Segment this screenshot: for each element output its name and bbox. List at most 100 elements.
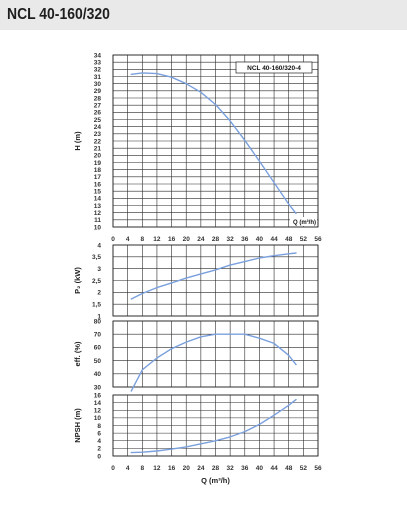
y-tick-label: 60 [94, 345, 102, 352]
x-tick-label: 36 [241, 465, 249, 472]
y-tick-label: 40 [94, 371, 102, 378]
x-tick-label: 40 [256, 236, 264, 243]
x-tick-label: 32 [227, 236, 235, 243]
x-tick-label: 52 [300, 465, 308, 472]
x-tick-label: 48 [285, 236, 293, 243]
y-tick-label: 2 [97, 446, 101, 453]
plot-frame [112, 244, 319, 317]
plot-frame [112, 320, 319, 388]
y-tick-label: 4 [97, 438, 101, 445]
y-tick-label: 16 [94, 181, 102, 188]
y-tick-label: 17 [94, 174, 102, 181]
y-tick-label: 2 [97, 290, 101, 297]
x-tick-label: 56 [314, 236, 322, 243]
x-tick-label: 48 [285, 465, 293, 472]
y-tick-label: 22 [94, 138, 102, 145]
x-tick-label: 20 [183, 465, 191, 472]
x-tick-label: 44 [270, 236, 278, 243]
npsh-curve [130, 398, 297, 454]
y-axis-title: H (m) [73, 131, 82, 151]
y-tick-label: 20 [94, 153, 102, 160]
power-curve [130, 252, 297, 300]
legend-label: NCL 40-160/320-4 [247, 65, 301, 72]
x-tick-label: 4 [126, 465, 130, 472]
y-tick-label: 25 [94, 117, 102, 124]
y-tick-label: 50 [94, 358, 102, 365]
x-tick-label: 12 [153, 465, 161, 472]
y-tick-label: 1 [97, 313, 101, 320]
y-tick-label: 8 [97, 423, 101, 430]
x-tick-label: 0 [111, 236, 115, 243]
unit-label-bg [290, 217, 317, 226]
y-tick-label: 70 [94, 332, 102, 339]
x-tick-label: 12 [153, 236, 161, 243]
x-tick-label: 8 [140, 236, 144, 243]
y-tick-label: 21 [94, 145, 102, 152]
y-tick-label: 6 [97, 430, 101, 437]
x-tick-label: 32 [227, 465, 235, 472]
plot-frame [112, 394, 319, 457]
y-axis-title: P₂ (kW) [73, 267, 82, 294]
head-panel: 1011121314151617181920212223242526272829… [73, 52, 322, 243]
x-tick-label: 28 [212, 465, 220, 472]
y-tick-label: 34 [94, 52, 102, 59]
x-tick-label: 16 [168, 465, 176, 472]
head-curve [130, 72, 297, 215]
y-tick-label: 4 [97, 242, 101, 249]
y-tick-label: 11 [94, 217, 101, 224]
y-tick-label: 26 [94, 110, 102, 117]
legend-box [235, 61, 313, 74]
x-tick-label: 56 [314, 465, 322, 472]
efficiency-panel: 30 40 50 60 70 80 eff. (%) [73, 318, 319, 392]
unit-label: Q (m³/h) [293, 219, 316, 226]
y-tick-label: 0 [97, 453, 101, 460]
y-tick-label: 14 [94, 196, 102, 203]
y-tick-label: 30 [94, 384, 102, 391]
y-tick-label: 16 [94, 392, 102, 399]
y-tick-label: 24 [94, 124, 102, 131]
y-tick-label: 1,5 [92, 301, 101, 308]
x-tick-label: 36 [241, 236, 249, 243]
y-tick-label: 3,5 [92, 254, 101, 261]
y-tick-label: 19 [94, 160, 102, 167]
x-tick-label: 20 [183, 236, 191, 243]
efficiency-curve [130, 333, 297, 392]
x-tick-label: 40 [256, 465, 264, 472]
page-title: NCL 40-160/320 [7, 6, 110, 23]
power-panel: 1 1,5 2 2,5 3 3,5 4 P₂ (kW) [73, 242, 319, 320]
y-tick-label: 2,5 [92, 278, 101, 285]
y-tick-label: 33 [94, 59, 102, 66]
x-axis-title: Q (m³/h) [201, 476, 230, 485]
y-tick-label: 3 [97, 266, 101, 273]
y-tick-label: 27 [94, 102, 102, 109]
plot-frame [112, 54, 319, 228]
y-tick-label: 10 [94, 224, 102, 231]
x-tick-label: 24 [197, 236, 205, 243]
y-tick-label: 15 [94, 188, 102, 195]
y-tick-label: 10 [94, 415, 102, 422]
x-tick-label: 52 [300, 236, 308, 243]
x-tick-label: 16 [168, 236, 176, 243]
x-tick-label: 24 [197, 465, 205, 472]
x-tick-label: 44 [270, 465, 278, 472]
y-tick-label: 14 [94, 400, 102, 407]
y-tick-label: 23 [94, 131, 102, 138]
y-axis-title: eff. (%) [73, 341, 82, 367]
y-tick-label: 30 [94, 81, 102, 88]
y-tick-label: 32 [94, 67, 102, 74]
y-tick-label: 12 [94, 408, 102, 415]
x-tick-label: 28 [212, 236, 220, 243]
y-tick-label: 80 [94, 318, 102, 325]
y-tick-label: 12 [94, 210, 102, 217]
y-tick-label: 28 [94, 95, 102, 102]
x-tick-label: 4 [126, 236, 130, 243]
y-tick-label: 18 [94, 167, 102, 174]
x-tick-label: 0 [111, 465, 115, 472]
x-tick-label: 8 [140, 465, 144, 472]
y-tick-label: 31 [94, 74, 102, 81]
y-tick-label: 13 [94, 203, 102, 210]
title-bar: NCL 40-160/320 [0, 0, 407, 30]
y-axis-title: NPSH (m) [73, 408, 82, 443]
